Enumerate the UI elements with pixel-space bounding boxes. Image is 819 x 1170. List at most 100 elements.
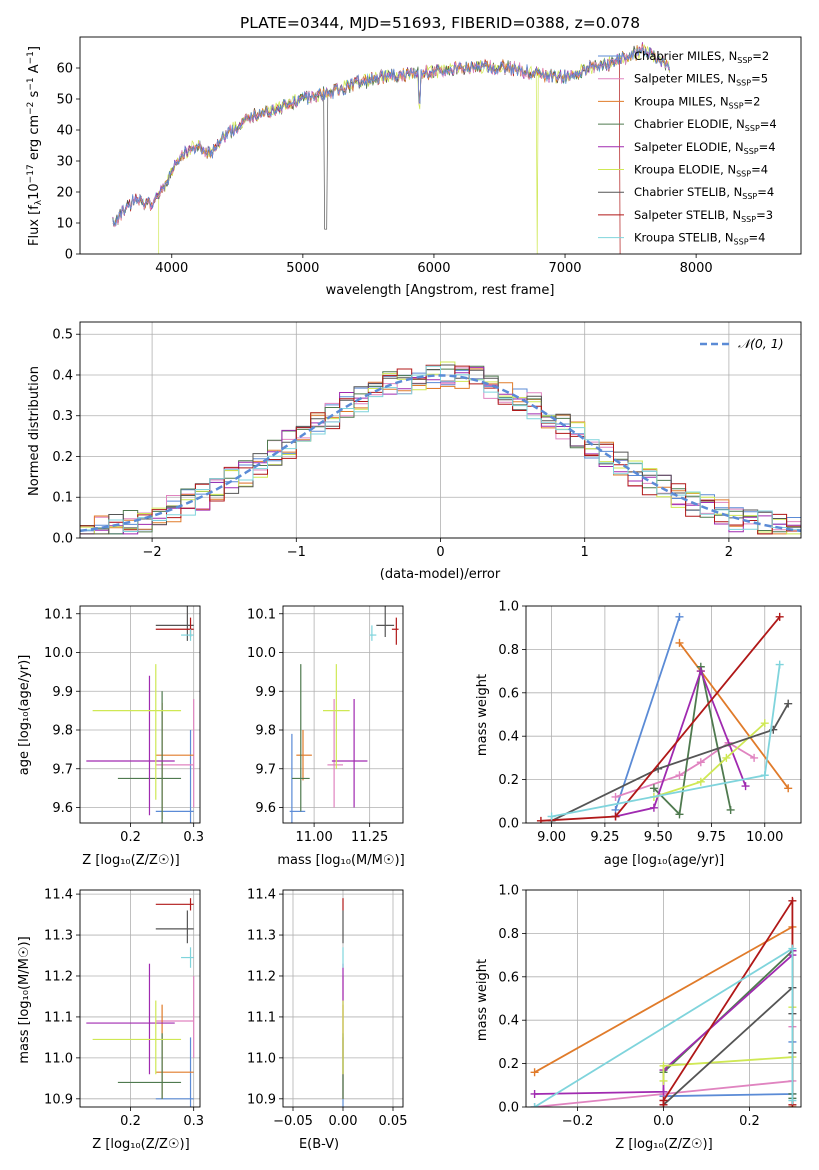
weight-vs-age-xlabel: age [log₁₀(age/yr)]	[604, 853, 725, 868]
weight-point-marker	[675, 612, 684, 621]
axes-frame	[525, 605, 802, 824]
weight-series-line	[653, 722, 766, 798]
y-tick-label: 9.7	[52, 762, 73, 777]
spectrum-panel: PLATE=0344, MJD=51693, FIBERID=0388, z=0…	[26, 14, 802, 298]
weight-point-marker	[788, 1096, 797, 1105]
y-tick-label: 40	[56, 124, 73, 139]
weight-point-marker	[696, 777, 705, 786]
weight-point-marker	[741, 782, 750, 791]
legend-label: Salpeter MILES, NSSP=5	[634, 72, 768, 88]
age-vs-metallicity-panel: 0.2 0.3 9.6 9.7 9.8 9.9 10.0 10.1 Z [log₁₀(Z/Z☉…	[17, 605, 204, 868]
weight-point-marker	[547, 812, 556, 821]
y-tick-label: 9.6	[52, 801, 73, 816]
x-tick-label: 9.75	[697, 830, 726, 845]
y-tick-label: 0	[65, 248, 73, 263]
legend-label: Chabrier ELODIE, NSSP=4	[634, 117, 777, 133]
weight-point-marker	[611, 792, 620, 801]
weight-point-marker	[659, 1096, 668, 1105]
x-tick-label: 5000	[286, 261, 319, 276]
x-tick-label: −0.2	[562, 1114, 594, 1129]
y-tick-label: 1.0	[498, 600, 519, 615]
weight-point-marker	[530, 1089, 539, 1098]
x-tick-label: 1	[581, 545, 589, 560]
x-tick-label: 0.05	[379, 1114, 408, 1129]
weight-point-marker	[696, 758, 705, 767]
y-tick-label: 0.1	[52, 491, 73, 506]
x-tick-label: 4000	[155, 261, 188, 276]
axes-frame	[282, 605, 404, 824]
axes-frame	[79, 321, 802, 539]
y-tick-label: 11.0	[247, 1051, 276, 1066]
weight-series-line	[653, 666, 732, 817]
y-tick-label: 10.0	[247, 646, 276, 661]
weight-vs-age-plot: 9.00 9.25 9.50 9.75 10.00 0.0 0.2 0.4 0.6 0.8 1.0	[498, 600, 802, 845]
x-tick-label: 7000	[548, 261, 581, 276]
legend-label: Salpeter STELIB, NSSP=3	[634, 208, 773, 224]
axes-frame	[282, 889, 404, 1108]
weight-point-marker	[696, 667, 705, 676]
x-tick-label: 0.2	[739, 1114, 760, 1129]
axes-frame	[79, 36, 802, 255]
age-vs-metallicity-plot: 0.2 0.3 9.6 9.7 9.8 9.9 10.0 10.1	[44, 605, 204, 845]
x-tick-label: −2	[143, 545, 162, 560]
weight-point-marker	[775, 612, 784, 621]
y-tick-label: 11.2	[44, 969, 73, 984]
y-tick-label: 11.3	[44, 929, 73, 944]
age-vs-mass-panel: 11.00 11.25 9.6 9.7 9.8 9.9 10.0 10.1 mass [log…	[247, 605, 405, 868]
residual-plot-area: −2 −1 0 1 2 0.0 0.1 0.2 0.3 0.4 0.5	[52, 321, 802, 560]
y-tick-label: 30	[56, 155, 73, 170]
weight-point-marker	[760, 771, 769, 780]
legend-label: Kroupa MILES, NSSP=2	[634, 94, 760, 110]
x-tick-label: 0.0	[653, 1114, 674, 1129]
weight-vs-metallicity-panel: −0.2 0.0 0.2 0.0 0.2 0.4 0.6 0.8 1.0 Z [log₁₀(Z/…	[475, 884, 802, 1152]
axes-frame	[525, 889, 802, 1108]
weight-point-marker	[659, 1087, 668, 1096]
weight-point-marker	[649, 803, 658, 812]
spectrum-plot-area: 4000 5000 6000 7000 8000 0 10 20 30 40 50 60	[56, 36, 802, 276]
y-tick-label: 11.1	[44, 1010, 73, 1025]
weight-vs-metallicity-ylabel: mass weight	[475, 959, 490, 1041]
y-tick-label: 0.0	[498, 817, 519, 832]
y-tick-label: 0.2	[52, 450, 73, 465]
weight-point-marker	[659, 1076, 668, 1085]
x-tick-label: −1	[287, 545, 306, 560]
weight-point-marker	[788, 944, 797, 953]
mass-vs-metallicity-panel: 0.2 0.3 10.9 11.0 11.1 11.2 11.3 11.4 Z [log₁₀(…	[17, 888, 204, 1152]
y-tick-label: 9.8	[255, 724, 276, 739]
y-tick-label: 0.3	[52, 409, 73, 424]
mass-vs-metallicity-plot: 0.2 0.3 10.9 11.0 11.1 11.2 11.3 11.4	[44, 888, 204, 1129]
normal-curve	[80, 374, 801, 533]
x-tick-label: 9.00	[537, 830, 566, 845]
y-tick-label: 0.2	[498, 1057, 519, 1072]
weight-point-marker	[530, 1068, 539, 1077]
y-tick-label: 9.7	[255, 762, 276, 777]
residual-ylabel: Normed distribution	[27, 366, 42, 496]
y-tick-label: 9.8	[52, 724, 73, 739]
spectrum-ylabel: Flux [fλ10−17 erg cm−2 s−1 A−1]	[26, 46, 44, 246]
weight-point-marker	[649, 784, 658, 793]
legend-label: Chabrier STELIB, NSSP=4	[634, 185, 774, 201]
y-tick-label: 0.0	[498, 1101, 519, 1116]
weight-point-marker	[775, 660, 784, 669]
mass-vs-metallicity-xlabel: Z [log₁₀(Z/Z☉)]	[92, 1137, 189, 1152]
y-tick-label: 9.6	[255, 801, 276, 816]
y-tick-label: 0.5	[52, 328, 73, 343]
weight-point-marker	[722, 753, 731, 762]
x-tick-label: 9.50	[644, 830, 673, 845]
y-tick-label: 11.4	[247, 888, 276, 903]
x-tick-label: −0.05	[273, 1114, 313, 1129]
age-vs-metallicity-ylabel: age [log₁₀(age/yr)]	[17, 655, 32, 776]
y-tick-label: 0.6	[498, 970, 519, 985]
weight-point-marker	[611, 812, 620, 821]
legend-label: Kroupa ELODIE, NSSP=4	[634, 163, 768, 179]
y-tick-label: 10.9	[44, 1092, 73, 1107]
weight-point-marker	[784, 784, 793, 793]
spectrum-legend: Chabrier MILES, NSSP=2 Salpeter MILES, NS…	[598, 49, 777, 247]
weight-point-marker	[726, 805, 735, 814]
weight-series-line	[614, 616, 681, 811]
x-tick-label: 0.2	[120, 1114, 141, 1129]
y-tick-label: 0.0	[52, 532, 73, 547]
x-tick-label: 2	[725, 545, 733, 560]
weight-point-marker	[536, 816, 545, 823]
y-tick-label: 11.0	[44, 1051, 73, 1066]
